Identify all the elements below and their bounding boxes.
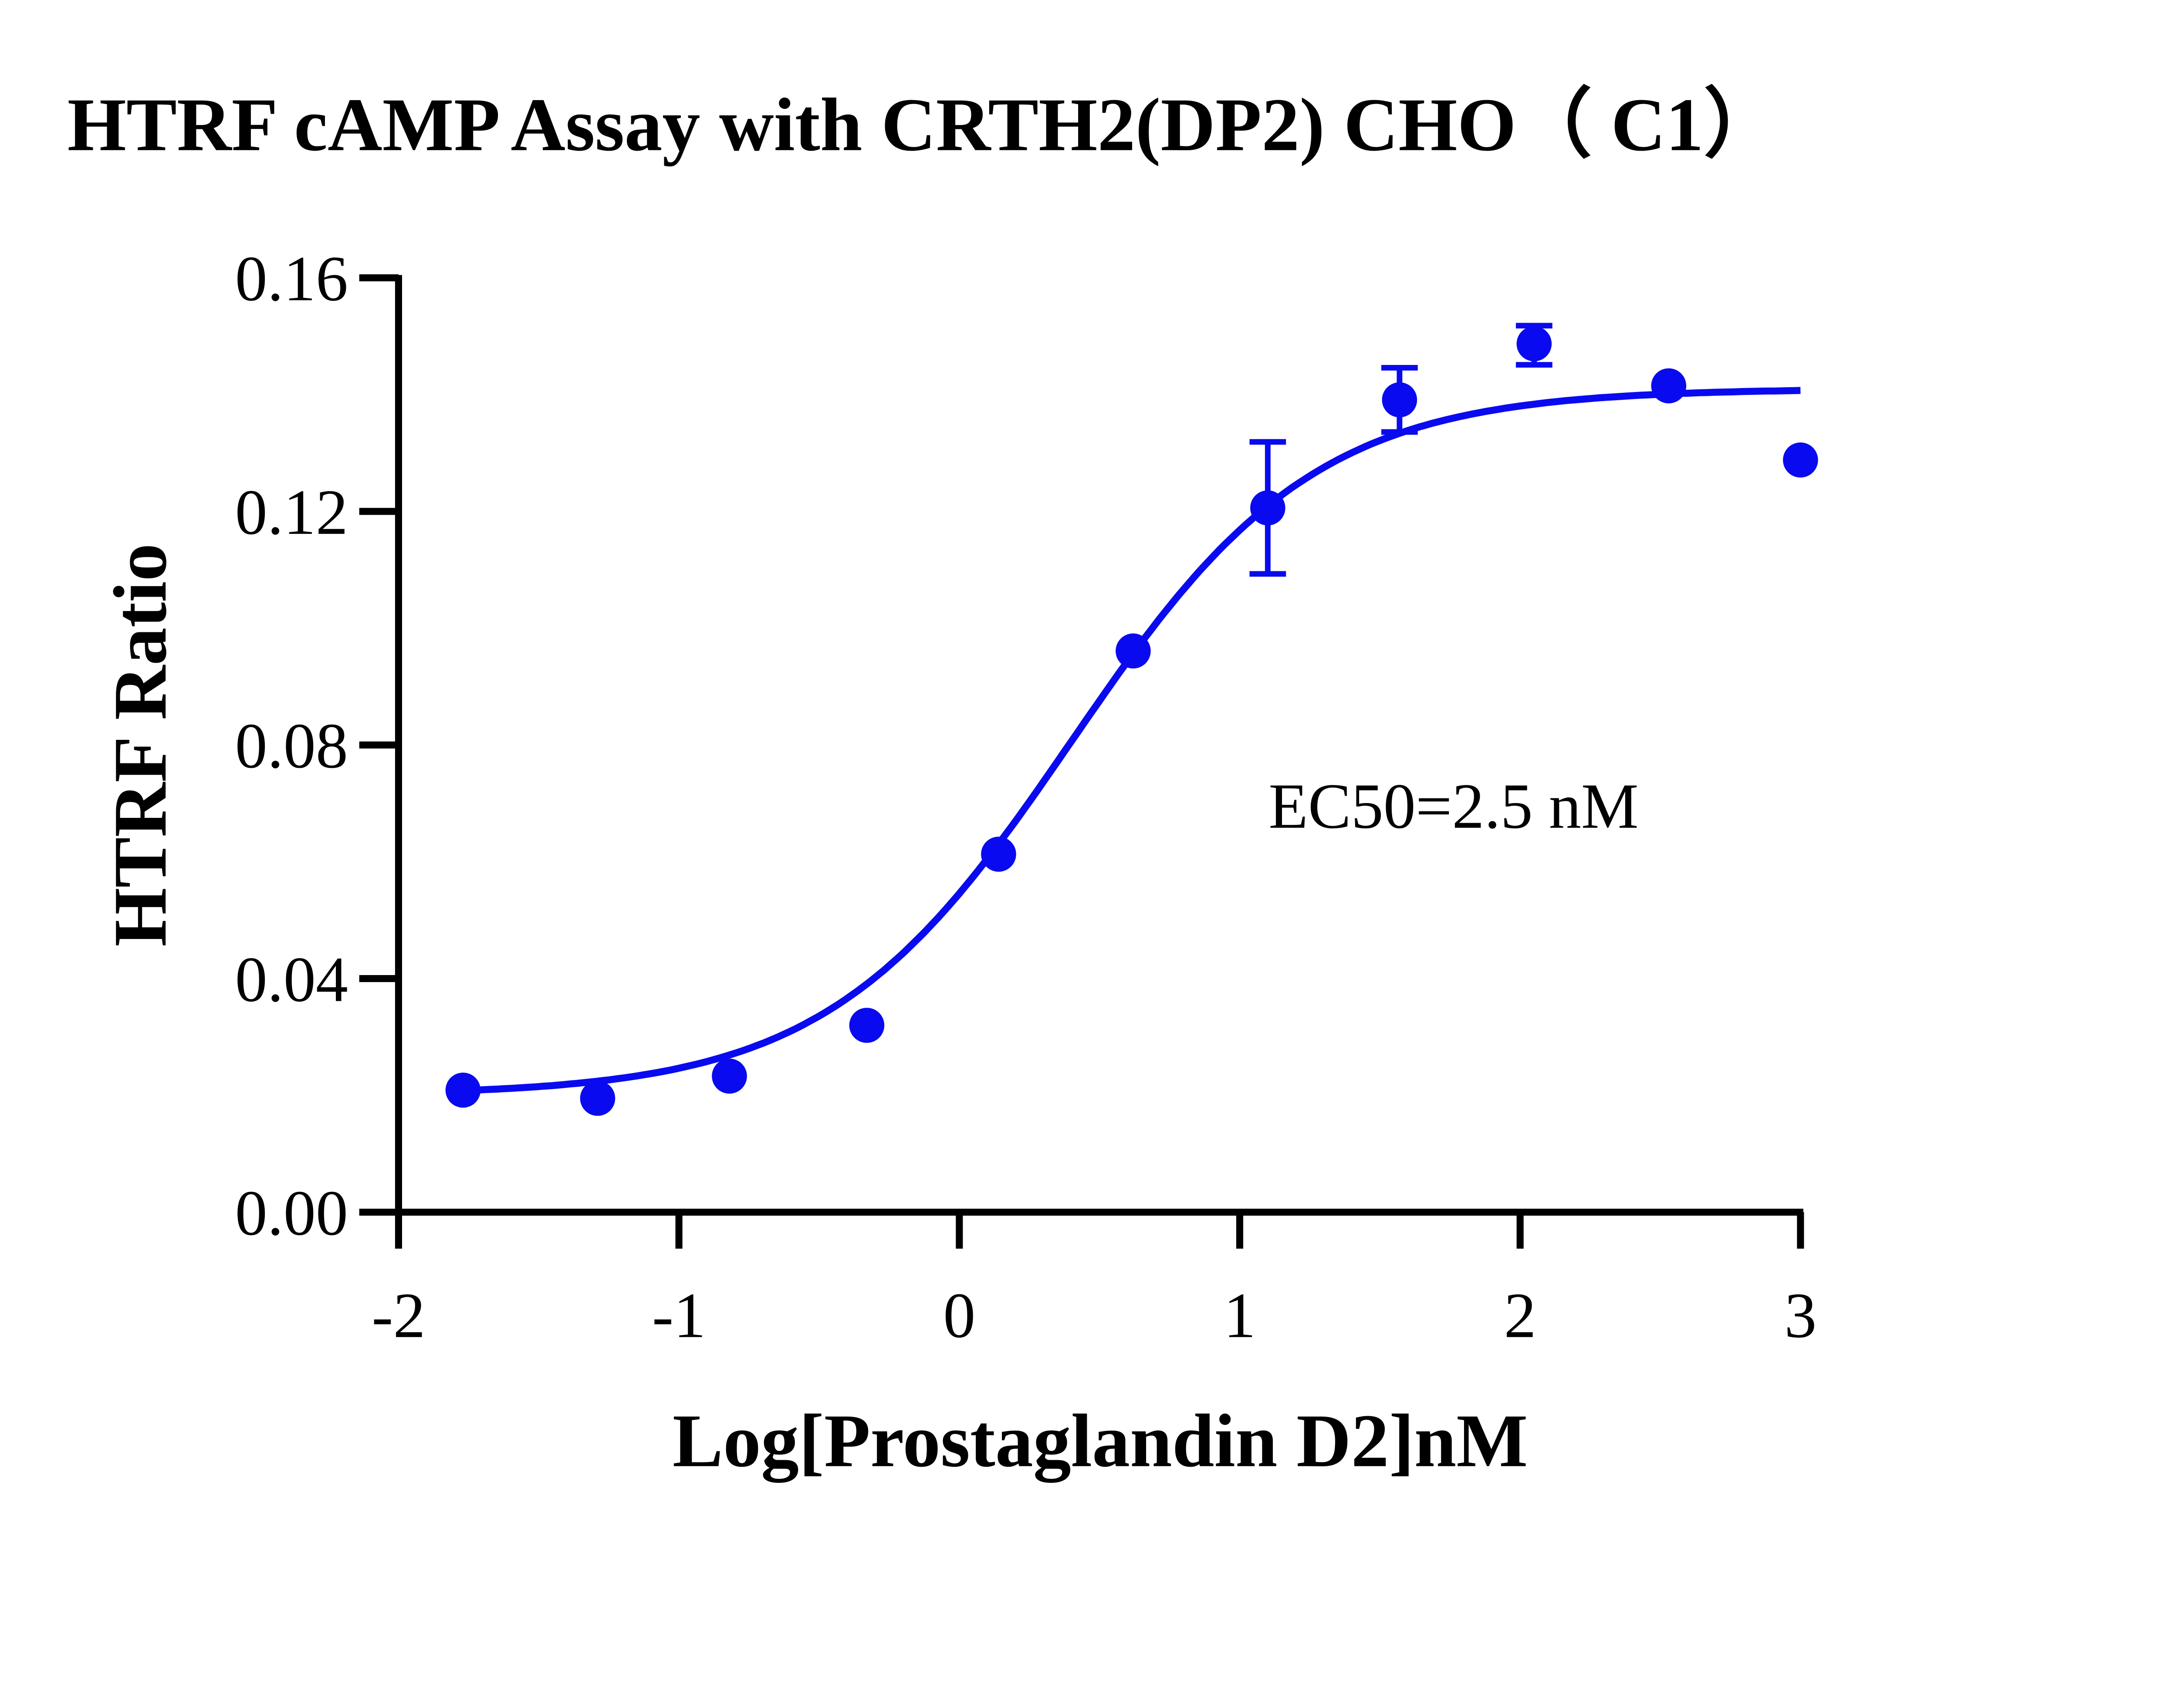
y-axis-label: HTRF Ratio: [98, 543, 182, 947]
x-axis-label: Log[Prostaglandin D2]nM: [673, 1399, 1528, 1483]
y-tick-label: 0.16: [235, 243, 348, 314]
chart-container: HTRF cAMP Assay with CRTH2(DP2) CHO（ C1）…: [67, 82, 1818, 1483]
data-point: [712, 1058, 747, 1094]
x-tick-label: 1: [1224, 1280, 1256, 1351]
fit-curve: [463, 387, 1801, 1094]
data-point: [849, 1008, 885, 1043]
y-tick-label: 0.04: [235, 944, 348, 1016]
x-tick-label: 3: [1784, 1280, 1816, 1351]
y-tick-label: 0.12: [235, 477, 348, 548]
data-point: [1516, 326, 1552, 361]
x-tick-label: 2: [1504, 1280, 1536, 1351]
axes: [395, 275, 1803, 1216]
data-point: [445, 1072, 481, 1108]
data-point: [1382, 382, 1417, 418]
data-point: [1783, 442, 1818, 478]
data-point: [1116, 633, 1151, 669]
data-point: [580, 1080, 616, 1116]
y-tick-label: 0.00: [235, 1178, 348, 1249]
data-point: [1651, 368, 1687, 404]
x-tick-label: -2: [372, 1280, 425, 1351]
chart-title: HTRF cAMP Assay with CRTH2(DP2) CHO（ C1）: [68, 83, 1779, 167]
plot-area: [445, 323, 1818, 1116]
data-point: [981, 837, 1016, 872]
ec50-annotation: EC50=2.5 nM: [1268, 771, 1638, 842]
data-point: [1250, 490, 1285, 526]
ticks: -2 -1 0 1 2 3 0.00 0.04 0.08 0.12 0.16: [235, 243, 1817, 1351]
y-tick-label: 0.08: [235, 710, 348, 782]
x-tick-label: 0: [943, 1280, 975, 1351]
dose-response-chart: HTRF cAMP Assay with CRTH2(DP2) CHO（ C1）…: [68, 83, 1818, 1483]
x-tick-label: -1: [652, 1280, 706, 1351]
